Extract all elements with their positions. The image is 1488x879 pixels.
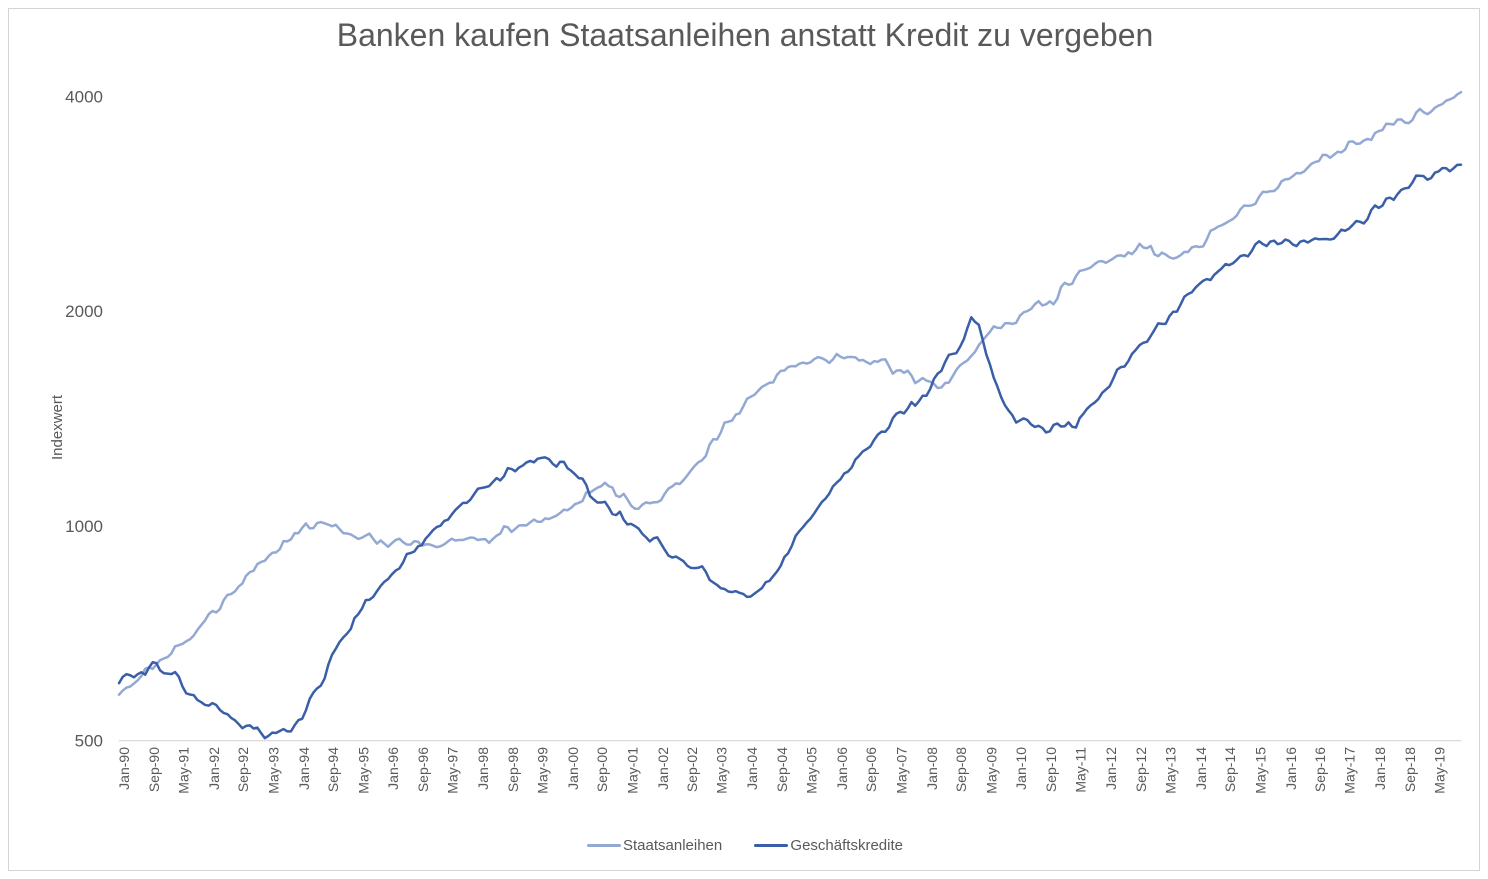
svg-text:4000: 4000 (65, 87, 103, 106)
svg-text:500: 500 (75, 732, 103, 751)
svg-text:1000: 1000 (65, 517, 103, 536)
svg-text:2000: 2000 (65, 302, 103, 321)
